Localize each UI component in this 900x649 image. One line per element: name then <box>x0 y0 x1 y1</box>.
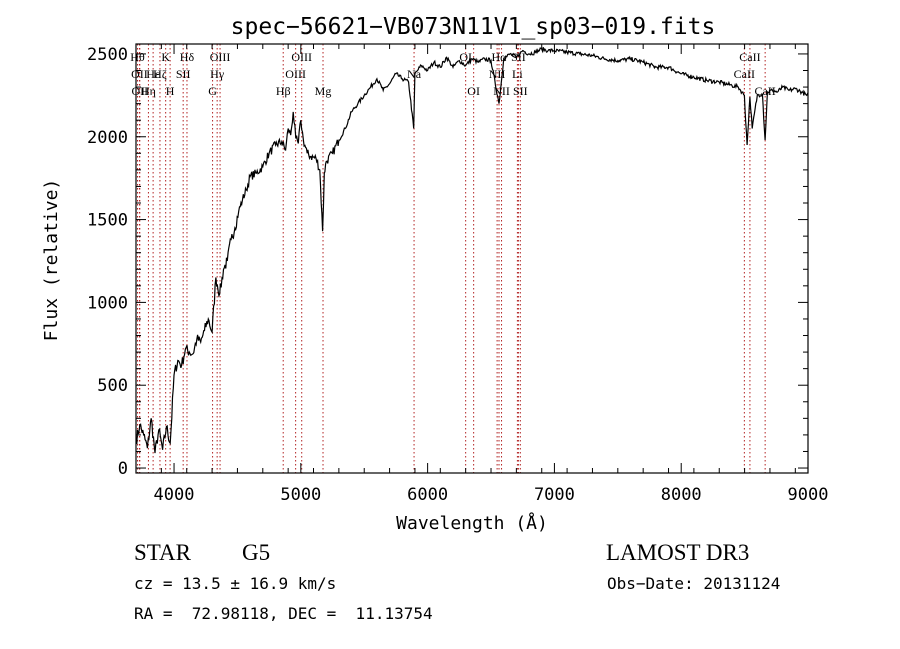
line-marker-label-21: Hα <box>492 50 508 64</box>
line-marker-label-14: OIII <box>285 67 306 81</box>
line-marker-label-13: Hβ <box>276 84 291 98</box>
obs-date-text: Obs−Date: 20131124 <box>607 574 781 593</box>
spectral-line-labels: HθOIIOIIHηHεHζKHSIIHδGHγOIIIHβOIIIOIIIMg… <box>130 50 775 98</box>
line-marker-label-9: Hδ <box>180 50 195 64</box>
line-marker-label-7: H <box>166 84 175 98</box>
line-marker-label-19: OI <box>467 84 480 98</box>
line-marker-label-12: OIII <box>210 50 231 64</box>
line-marker-label-8: SII <box>176 67 191 81</box>
x-tick-label: 5000 <box>280 485 321 505</box>
coordinates-text: RA = 72.98118, DEC = 11.13754 <box>134 604 433 623</box>
line-marker-label-24: SII <box>511 50 526 64</box>
x-tick-label: 7000 <box>534 485 575 505</box>
plot-frame <box>135 43 809 474</box>
axis-ticks: 4000 5000 6000 7000 8000 9000 0 500 1000 1500 2000… <box>87 44 828 505</box>
line-marker-label-23: Li <box>512 67 523 81</box>
redshift-text: cz = 13.5 ± 16.9 km/s <box>134 574 337 593</box>
line-marker-label-16: Mg <box>315 84 332 98</box>
line-marker-label-4: Hε <box>146 67 160 81</box>
line-marker-label-11: Hγ <box>210 67 225 81</box>
chart-title: spec−56621−VB073N11V1_sp03−019.fits <box>231 14 716 40</box>
line-marker-label-3: Hη <box>141 84 156 98</box>
spectrum-line <box>135 47 809 454</box>
y-tick-label: 0 <box>118 459 128 479</box>
line-marker-label-15: OIII <box>291 50 312 64</box>
y-tick-label: 1000 <box>87 293 128 313</box>
y-tick-label: 2500 <box>87 45 128 65</box>
object-class: STAR <box>134 540 191 565</box>
x-tick-label: 4000 <box>154 485 195 505</box>
y-tick-label: 1500 <box>87 211 128 231</box>
y-axis-label: Flux (relative) <box>41 179 62 342</box>
line-marker-label-6: K <box>161 50 170 64</box>
x-axis-label: Wavelength (Å) <box>396 512 548 534</box>
line-marker-label-25: SII <box>513 84 528 98</box>
line-marker-label-1: OII <box>131 67 148 81</box>
survey-label: LAMOST DR3 <box>606 540 750 565</box>
spectral-line-markers <box>137 44 766 473</box>
x-tick-label: 6000 <box>407 485 448 505</box>
x-tick-label: 8000 <box>661 485 702 505</box>
object-subclass: G5 <box>242 540 271 565</box>
line-marker-label-27: CaII <box>739 50 760 64</box>
line-marker-label-26: CaII <box>734 67 755 81</box>
line-marker-label-10: G <box>208 84 217 98</box>
line-marker-label-0: Hθ <box>130 50 145 64</box>
line-marker-label-28: CaII <box>754 84 775 98</box>
y-tick-label: 500 <box>97 376 128 396</box>
x-tick-label: 9000 <box>788 485 829 505</box>
line-marker-label-5: Hζ <box>153 67 167 81</box>
y-tick-label: 2000 <box>87 128 128 148</box>
